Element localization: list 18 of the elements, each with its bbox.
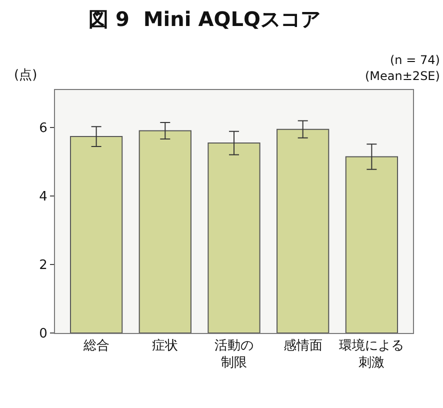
- y-tick-label: 6: [39, 121, 48, 136]
- y-axis-title: (点): [14, 68, 38, 83]
- bar: [345, 156, 398, 333]
- chart-title: 図 9 Mini AQLQスコア: [88, 7, 320, 32]
- bar: [70, 136, 123, 333]
- x-tick-label: 環境による刺激: [339, 338, 404, 370]
- x-tick-label: 活動の制限: [214, 338, 254, 370]
- x-tick-label: 感情面: [283, 338, 322, 354]
- y-tick-label: 2: [39, 258, 48, 274]
- y-tick-label: 4: [39, 190, 48, 205]
- bar: [138, 130, 192, 333]
- x-tick-label: 総合: [82, 338, 110, 354]
- text: (n = 74): [390, 53, 440, 67]
- x-tick-label: 症状: [152, 338, 178, 354]
- bar: [208, 142, 260, 333]
- text: (Mean±2SE): [365, 69, 440, 83]
- y-tick-label: 0: [39, 326, 48, 342]
- bar: [276, 128, 330, 333]
